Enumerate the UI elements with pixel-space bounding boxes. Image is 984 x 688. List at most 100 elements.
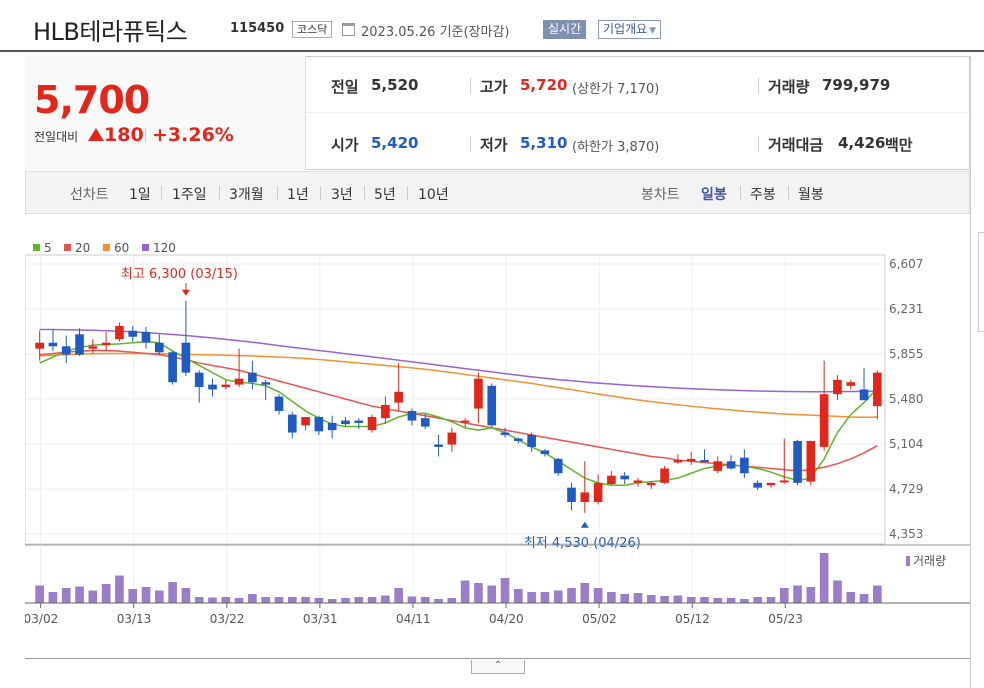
- title-bar: HLB테라퓨틱스 115450 코스닥 2023.05.26 기준(장마감) 실…: [0, 0, 984, 52]
- legend-swatch: [906, 556, 910, 566]
- chevron-down-icon: ▼: [649, 26, 657, 36]
- candle-body: [514, 438, 523, 441]
- x-tick-label: 05/02: [582, 612, 617, 626]
- volume-bar: [434, 599, 443, 603]
- candle-body: [633, 480, 643, 483]
- candle-body: [607, 475, 616, 485]
- company-overview-dropdown[interactable]: 기업개요 ▼: [598, 20, 662, 39]
- candle-body: [447, 432, 457, 445]
- stock-code: 115450: [230, 21, 285, 36]
- volume-bar: [833, 580, 842, 603]
- candle-body: [261, 382, 271, 385]
- candle-body: [88, 346, 98, 349]
- candle-body: [779, 480, 789, 483]
- candle-body: [567, 487, 576, 503]
- current-price: 5,700: [34, 78, 150, 122]
- x-tick-label: 03/22: [210, 612, 245, 626]
- candle-body: [474, 378, 483, 409]
- collapse-button[interactable]: ⌃: [471, 660, 525, 674]
- legend-label: 120: [153, 241, 176, 255]
- period-1w[interactable]: 1주일: [172, 187, 207, 203]
- volume-bar: [553, 590, 563, 603]
- candle-body: [181, 342, 191, 373]
- divider: [277, 186, 278, 200]
- candle-body: [194, 372, 204, 388]
- legend-label: 60: [114, 241, 129, 255]
- volume-bar: [474, 583, 483, 603]
- divider: [306, 112, 970, 113]
- candle-body: [740, 457, 749, 474]
- candle-weekly[interactable]: 주봉: [750, 187, 776, 203]
- candle-body: [221, 384, 231, 388]
- volume-bar: [527, 592, 536, 603]
- annotation-high-arrow-head: [181, 289, 190, 296]
- candle-body: [434, 444, 443, 447]
- lower-limit: (하한가 3,870): [572, 140, 660, 155]
- period-1d[interactable]: 1일: [129, 187, 151, 203]
- volume-bar: [673, 595, 683, 603]
- candle-body: [646, 482, 656, 486]
- candle-body: [367, 416, 377, 431]
- candle-body: [248, 372, 257, 383]
- volume-bar: [221, 597, 231, 603]
- candle-body: [35, 342, 44, 349]
- candle-body: [846, 382, 856, 386]
- candle-body: [620, 475, 630, 480]
- period-3m[interactable]: 3개월: [229, 187, 264, 203]
- volume-bar: [394, 588, 403, 603]
- legend-label: 5: [44, 241, 52, 255]
- volume-bar: [766, 597, 776, 603]
- volume-bar: [686, 597, 696, 603]
- candle-body: [460, 420, 470, 423]
- y-tick-label: 6,231: [889, 302, 923, 316]
- divider: [470, 78, 471, 94]
- candle-body: [381, 404, 390, 419]
- candle-body: [859, 389, 869, 401]
- base-date: 2023.05.26 기준(장마감): [361, 25, 510, 40]
- y-tick-label: 5,855: [889, 347, 923, 361]
- candle-body: [500, 432, 510, 435]
- volume-bar: [234, 598, 244, 603]
- candle-body: [48, 342, 58, 347]
- divider: [758, 136, 759, 152]
- volume-bar: [367, 597, 377, 603]
- period-10y[interactable]: 10년: [418, 187, 449, 203]
- volume-bar: [447, 598, 457, 603]
- volume-bar: [341, 598, 350, 603]
- x-tick-label: 05/12: [675, 612, 710, 626]
- candle-body: [420, 418, 430, 427]
- change-percent: +3.26%: [152, 124, 234, 146]
- period-bar: [25, 171, 970, 214]
- candle-body: [274, 396, 284, 411]
- volume-bar: [287, 597, 297, 603]
- volume-label: 거래량: [913, 554, 946, 568]
- period-1y[interactable]: 1년: [287, 187, 309, 203]
- volume-bar: [633, 593, 643, 603]
- volume-bar: [846, 592, 856, 603]
- volume-bar: [779, 588, 789, 603]
- amount-unit: 백만: [885, 136, 913, 154]
- volume-bar: [261, 597, 271, 603]
- volume-bar: [819, 553, 829, 603]
- x-tick-label: 05/23: [768, 612, 803, 626]
- volume-bar: [61, 588, 71, 603]
- volume-bar: [420, 597, 430, 603]
- period-3y[interactable]: 3년: [331, 187, 353, 203]
- stock-name: HLB테라퓨틱스: [33, 18, 188, 46]
- amount-label: 거래대금: [768, 136, 824, 154]
- candle-body: [407, 410, 417, 421]
- series-ma120: [39, 328, 878, 393]
- x-tick-label: 03/13: [117, 612, 152, 626]
- divider: [364, 186, 365, 200]
- volume-bar: [806, 587, 816, 603]
- realtime-button[interactable]: 실시간: [543, 20, 587, 39]
- volume-bar: [194, 597, 204, 603]
- company-overview-label: 기업개요: [603, 22, 648, 36]
- divider: [145, 128, 146, 142]
- candle-body: [128, 330, 138, 337]
- period-5y[interactable]: 5년: [374, 187, 396, 203]
- candle-daily[interactable]: 일봉: [701, 187, 727, 203]
- candle-body: [673, 460, 683, 463]
- candle-monthly[interactable]: 월봉: [798, 187, 824, 203]
- candle-body: [234, 378, 244, 385]
